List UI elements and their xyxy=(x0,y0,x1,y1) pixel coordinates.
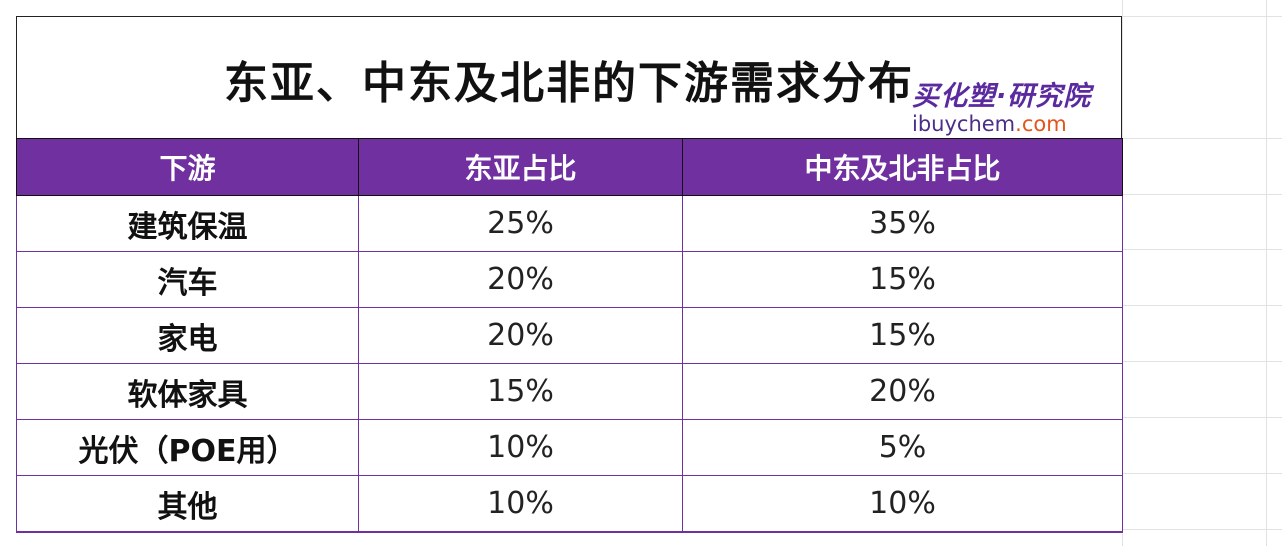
row-label[interactable]: 软体家具 xyxy=(16,363,359,420)
logo-en-text: ibuychem.com xyxy=(912,112,1067,136)
mena-value[interactable]: 15% xyxy=(682,307,1123,364)
east-asia-value[interactable]: 20% xyxy=(358,307,683,364)
table-row: 汽车 20% 15% xyxy=(16,251,1123,308)
row-label[interactable]: 其他 xyxy=(16,475,359,533)
table-row: 软体家具 15% 20% xyxy=(16,363,1123,420)
header-row: 下游 东亚占比 中东及北非占比 xyxy=(16,138,1123,196)
grid-line xyxy=(1122,529,1282,530)
logo-cn-text: 买化塑·研究院 xyxy=(912,81,1092,112)
mena-value[interactable]: 15% xyxy=(682,251,1123,308)
chart-title: 东亚、中东及北非的下游需求分布 xyxy=(224,58,914,109)
grid-line xyxy=(1122,194,1282,195)
table-row: 家电 20% 15% xyxy=(16,307,1123,364)
grid-line xyxy=(1266,0,1267,546)
mena-value[interactable]: 35% xyxy=(682,195,1123,252)
table-sheet: 东亚、中东及北非的下游需求分布 下游 东亚占比 中东及北非占比 建筑保温 25%… xyxy=(16,16,1123,533)
east-asia-value[interactable]: 20% xyxy=(358,251,683,308)
logo-en-tld: .com xyxy=(1015,112,1067,136)
watermark-logo: 买化塑·研究院 ibuychem.com xyxy=(912,74,1112,138)
east-asia-value[interactable]: 25% xyxy=(358,195,683,252)
grid-line xyxy=(1122,473,1282,474)
header-downstream[interactable]: 下游 xyxy=(16,138,359,196)
grid-line xyxy=(1122,361,1282,362)
mena-value[interactable]: 10% xyxy=(682,475,1123,533)
east-asia-value[interactable]: 10% xyxy=(358,475,683,533)
grid-line xyxy=(1122,0,1123,546)
row-label[interactable]: 光伏（POE用） xyxy=(16,419,359,476)
grid-line xyxy=(1122,417,1282,418)
mena-value[interactable]: 5% xyxy=(682,419,1123,476)
row-label[interactable]: 建筑保温 xyxy=(16,195,359,252)
header-mena[interactable]: 中东及北非占比 xyxy=(682,138,1123,196)
grid-line xyxy=(1122,138,1282,139)
grid-line xyxy=(1122,305,1282,306)
table-row: 其他 10% 10% xyxy=(16,475,1123,533)
table-row: 建筑保温 25% 35% xyxy=(16,195,1123,252)
data-table: 下游 东亚占比 中东及北非占比 建筑保温 25% 35% 汽车 20% 15% … xyxy=(16,138,1123,533)
logo-en-main: ibuychem xyxy=(912,112,1016,136)
grid-line xyxy=(1122,16,1282,17)
table-row: 光伏（POE用） 10% 5% xyxy=(16,419,1123,476)
row-label[interactable]: 汽车 xyxy=(16,251,359,308)
grid-line xyxy=(1122,249,1282,250)
east-asia-value[interactable]: 10% xyxy=(358,419,683,476)
east-asia-value[interactable]: 15% xyxy=(358,363,683,420)
mena-value[interactable]: 20% xyxy=(682,363,1123,420)
row-label[interactable]: 家电 xyxy=(16,307,359,364)
header-east-asia[interactable]: 东亚占比 xyxy=(358,138,683,196)
title-cell[interactable]: 东亚、中东及北非的下游需求分布 xyxy=(16,16,1122,138)
